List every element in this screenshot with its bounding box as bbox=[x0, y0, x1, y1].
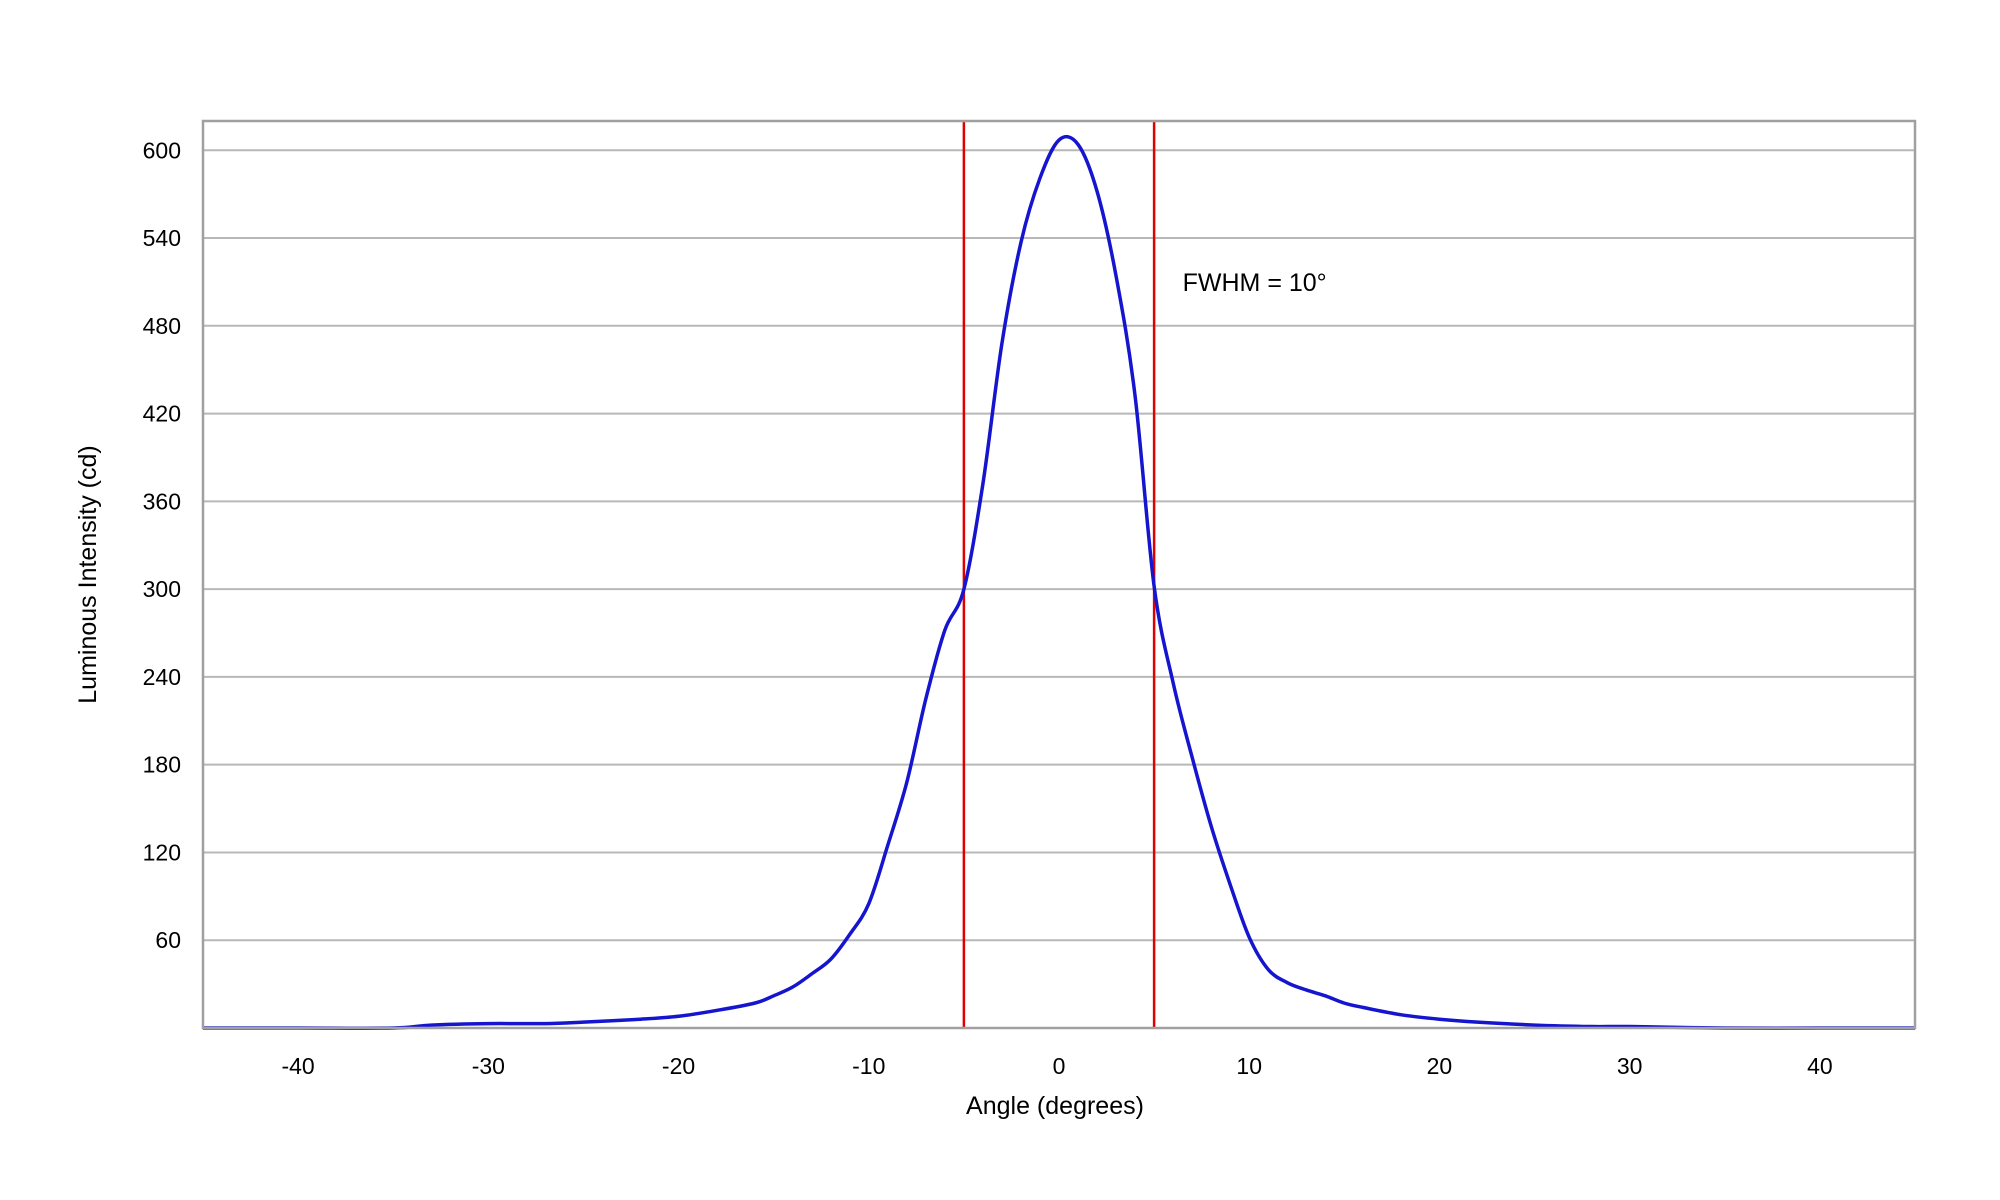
x-tick-label: -40 bbox=[281, 1053, 314, 1079]
y-tick-label: 420 bbox=[143, 401, 181, 427]
plot-frame bbox=[201, 119, 1917, 1030]
y-tick-label: 300 bbox=[143, 576, 181, 602]
gridlines bbox=[203, 149, 1915, 942]
y-tick-label: 180 bbox=[143, 752, 181, 778]
series-layer bbox=[202, 134, 1915, 1030]
x-axis-ticks: -40 -30 -20 -10 0 10 20 30 40 bbox=[281, 1053, 1832, 1079]
y-tick-label: 360 bbox=[143, 488, 181, 514]
x-tick-label: -10 bbox=[852, 1053, 885, 1079]
fwhm-annotation: FWHM = 10° bbox=[1183, 269, 1327, 297]
y-tick-label: 60 bbox=[155, 927, 181, 953]
x-tick-label: -30 bbox=[472, 1053, 505, 1079]
y-tick-label: 240 bbox=[143, 664, 181, 690]
y-tick-label: 480 bbox=[143, 313, 181, 339]
x-tick-label: 40 bbox=[1807, 1053, 1833, 1079]
x-axis-title: Angle (degrees) bbox=[966, 1092, 1144, 1120]
y-axis-ticks: 60 120 180 240 300 360 420 480 540 600 bbox=[143, 137, 181, 953]
x-tick-label: -20 bbox=[662, 1053, 695, 1079]
y-tick-label: 600 bbox=[143, 137, 181, 163]
y-tick-label: 120 bbox=[143, 839, 181, 865]
y-axis-title: Luminous Intensity (cd) bbox=[74, 445, 102, 703]
x-tick-label: 10 bbox=[1236, 1053, 1262, 1079]
x-tick-label: 20 bbox=[1427, 1053, 1453, 1079]
y-tick-label: 540 bbox=[143, 225, 181, 251]
x-tick-label: 30 bbox=[1617, 1053, 1643, 1079]
x-tick-label: 0 bbox=[1053, 1053, 1066, 1079]
series-line-0 bbox=[202, 134, 1915, 1030]
